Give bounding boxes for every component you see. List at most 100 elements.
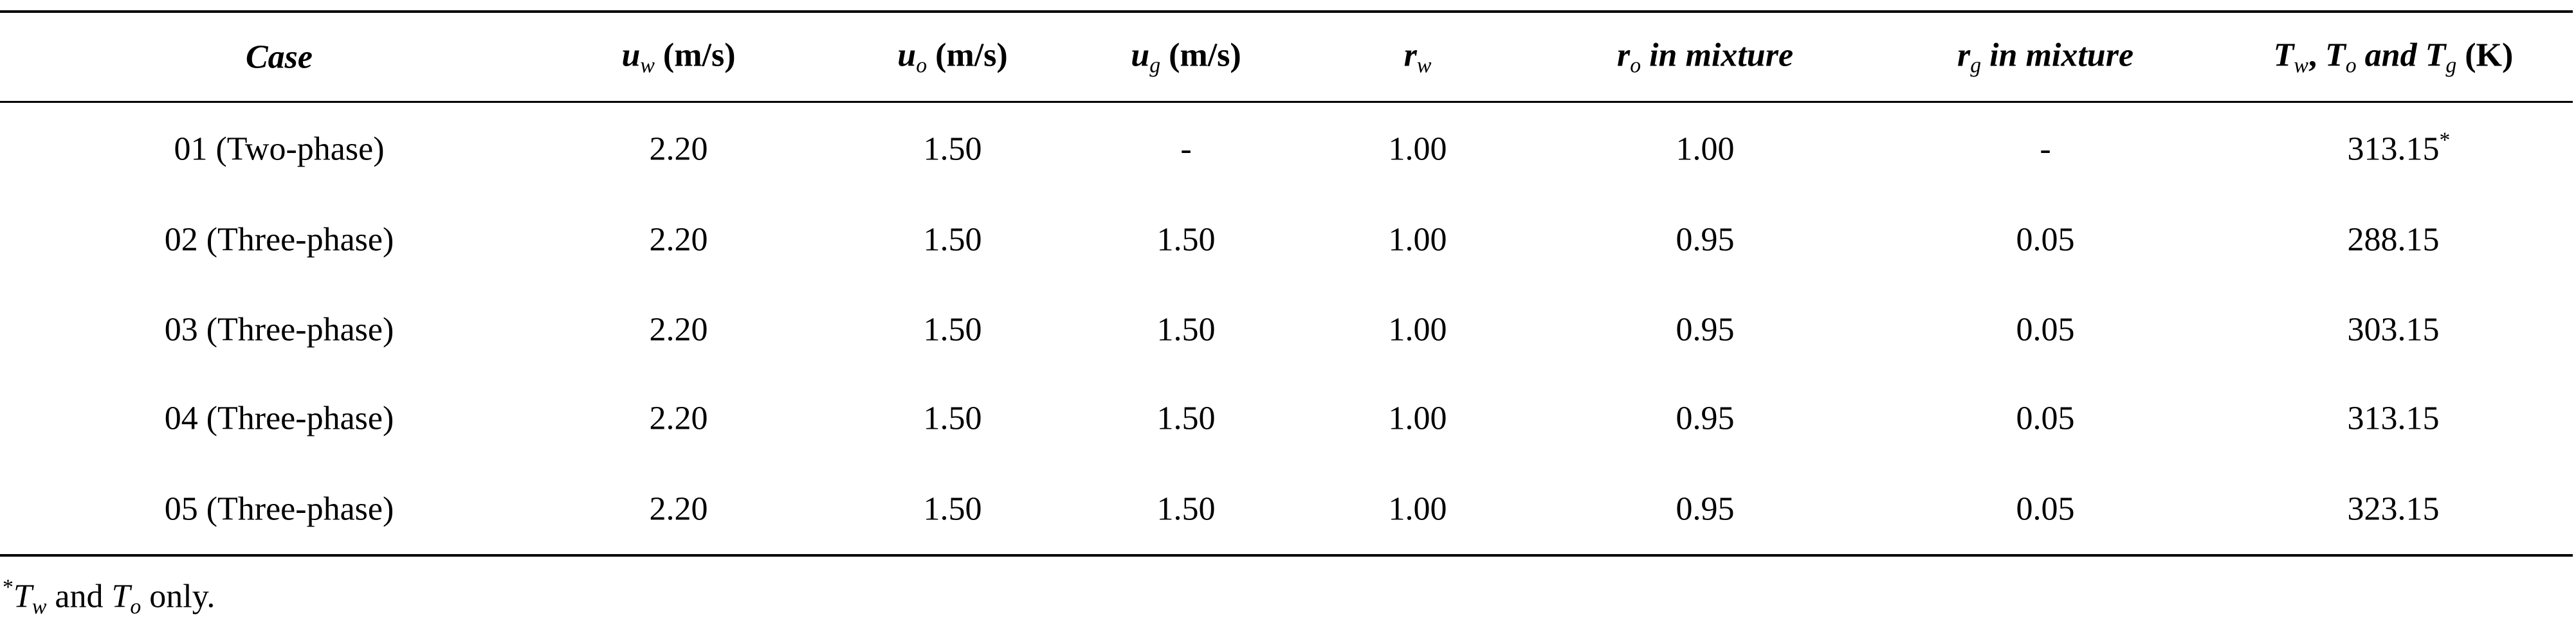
text-run: 0.05: [2016, 311, 2075, 348]
header-cell: ro in mixture: [1617, 36, 1793, 78]
text-run: Case: [246, 39, 313, 76]
table-cell: 313.15 *: [2347, 128, 2451, 168]
text-run: r: [1616, 37, 1631, 74]
text-run: 1.50: [923, 311, 982, 348]
text-run: -: [1180, 130, 1192, 168]
text-run: o: [130, 595, 142, 619]
table-cell: 2.20: [650, 130, 708, 168]
text-run: w: [640, 53, 655, 78]
header-cell: Tw, To and Tg (K): [2274, 36, 2514, 78]
text-run: w: [2294, 53, 2308, 78]
table-cell: 0.05: [2016, 400, 2075, 438]
text-run: u: [1131, 37, 1150, 74]
table-cell: 1.00: [1389, 221, 1447, 259]
table-cell: 0.05: [2016, 221, 2075, 259]
text-run: u: [897, 37, 917, 74]
text-run: 2.20: [649, 311, 708, 348]
text-run: and: [2356, 37, 2425, 74]
text-run: and: [46, 578, 112, 615]
text-run: 1.50: [923, 400, 982, 437]
table-cell: 1.00: [1389, 490, 1447, 528]
text-run: r: [1403, 37, 1417, 74]
table-cell: 0.05: [2016, 490, 2075, 528]
table-cell: 303.15: [2348, 311, 2440, 349]
table-cell: 2.20: [650, 311, 708, 349]
table-cell: 1.50: [1157, 400, 1216, 438]
table-cell: 01 (Two-phase): [174, 130, 384, 168]
table-cell: 05 (Three-phase): [165, 490, 394, 528]
text-run: (m/s): [927, 37, 1008, 74]
text-run: T: [111, 578, 131, 615]
table-cell: 0.95: [1676, 311, 1735, 349]
table-cell: 02 (Three-phase): [165, 221, 394, 259]
table-cell: 04 (Three-phase): [165, 400, 394, 438]
text-run: 1.00: [1676, 130, 1735, 168]
table-cell: 2.20: [650, 400, 708, 438]
table-cell: 0.95: [1676, 490, 1735, 528]
table-cell: 1.50: [924, 221, 982, 259]
text-run: only.: [141, 578, 215, 615]
text-run: 1.00: [1388, 490, 1447, 528]
text-run: 2.20: [649, 400, 708, 437]
text-run: 0.95: [1676, 311, 1735, 348]
header-cell: rg in mixture: [1957, 36, 2133, 78]
footnote: *Tw and To only.: [3, 575, 215, 619]
header-cell: Case: [246, 39, 313, 76]
table-cell: 1.50: [924, 311, 982, 349]
table-cell: 1.00: [1389, 130, 1447, 168]
text-run: T: [2325, 37, 2346, 74]
text-run: o: [2345, 53, 2357, 78]
text-run: r: [1957, 37, 1971, 74]
top-rule: [0, 10, 2573, 13]
text-run: 288.15: [2347, 221, 2440, 258]
text-run: u: [621, 37, 641, 74]
text-run: ,: [2308, 37, 2325, 74]
text-run: 0.95: [1676, 490, 1735, 528]
text-run: 1.00: [1388, 311, 1447, 348]
table-cell: 1.50: [924, 400, 982, 438]
text-run: T: [2425, 37, 2446, 74]
text-run: 01 (Two-phase): [174, 130, 385, 168]
text-run: (K): [2456, 37, 2514, 74]
text-run: 0.95: [1676, 400, 1735, 437]
text-run: 323.15: [2347, 490, 2440, 528]
text-run: g: [1970, 53, 1982, 78]
text-run: 1.50: [923, 490, 982, 528]
table-cell: 0.95: [1676, 221, 1735, 259]
text-run: in mixture: [1641, 37, 1794, 74]
table-cell: 2.20: [650, 221, 708, 259]
text-run: 1.50: [923, 221, 982, 258]
table-cell: 1.00: [1389, 311, 1447, 349]
text-run: 02 (Three-phase): [164, 221, 394, 258]
text-run: in mixture: [1981, 37, 2134, 74]
table-cell: 288.15: [2348, 221, 2440, 259]
table-cell: 313.15: [2348, 400, 2440, 438]
table-cell: -: [2040, 130, 2051, 168]
table-cell: 1.50: [1157, 490, 1216, 528]
text-run: o: [1630, 53, 1641, 78]
text-run: 1.50: [1156, 221, 1216, 258]
text-run: -: [2040, 130, 2051, 168]
table-cell: 1.50: [924, 490, 982, 528]
table-cell: -: [1180, 130, 1191, 168]
table-cell: 1.50: [1157, 311, 1216, 349]
text-run: 313.15: [2347, 400, 2440, 437]
text-run: (m/s): [1160, 37, 1241, 74]
text-run: *: [3, 575, 14, 599]
table-cell: 1.50: [1157, 221, 1216, 259]
text-run: g: [2445, 53, 2457, 78]
text-run: 0.05: [2016, 221, 2075, 258]
text-run: 0.05: [2016, 490, 2075, 528]
text-run: 1.50: [923, 130, 982, 168]
text-run: 1.00: [1388, 221, 1447, 258]
text-run: T: [13, 578, 32, 615]
text-run: 313.15: [2347, 130, 2440, 168]
text-run: w: [32, 595, 47, 619]
text-run: 2.20: [649, 490, 708, 528]
text-run: w: [1416, 53, 1432, 78]
table-cell: 1.00: [1389, 400, 1447, 438]
header-rule: [0, 101, 2573, 103]
text-run: 1.00: [1388, 400, 1447, 437]
text-run: 1.00: [1388, 130, 1447, 168]
